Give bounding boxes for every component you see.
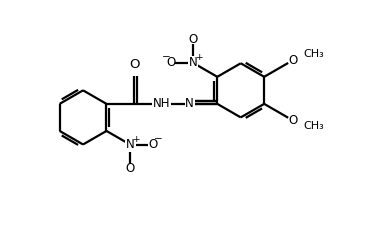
Text: O: O [126,162,135,175]
Text: O: O [289,54,298,67]
Text: +: + [133,134,140,144]
Text: CH₃: CH₃ [303,121,324,131]
Text: O: O [189,33,198,46]
Text: NH: NH [153,97,171,110]
Text: O: O [129,58,139,71]
Text: N: N [126,138,135,151]
Text: N: N [189,56,198,69]
Text: +: + [195,53,203,62]
Text: CH₃: CH₃ [303,49,324,59]
Text: −: − [162,52,171,62]
Text: −: − [154,134,163,144]
Text: N: N [185,97,194,110]
Text: O: O [148,138,158,151]
Text: O: O [166,56,176,69]
Text: O: O [289,114,298,127]
